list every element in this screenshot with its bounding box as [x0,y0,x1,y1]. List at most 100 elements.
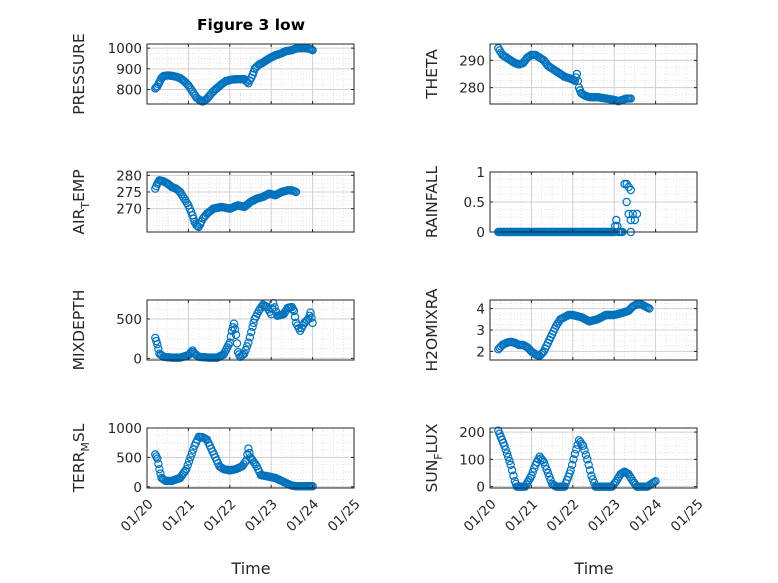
data-point [306,308,315,317]
data-point [240,458,250,467]
data-point [244,338,253,347]
y-tick-label: 280 [459,81,485,97]
data-point [291,187,301,197]
data-point [542,465,551,474]
data-point [189,89,199,98]
y-label-subscript: M [79,442,92,452]
y-tick-label: 0.5 [464,195,485,211]
x-tick-label: 01/23 [585,496,624,535]
subplot-pressure: 800 900 1000 PRESSURE [70,33,355,115]
data-point [528,467,537,477]
y-label-main: MIXDEPTH [70,290,88,371]
data-point [580,446,589,455]
data-point [183,461,192,470]
data-point [645,304,654,313]
data-point [290,312,300,322]
data-point [186,85,196,94]
data-point [201,95,210,104]
y-label-suffix: LUX [423,423,441,453]
x-tick-label: 01/22 [544,496,583,535]
data-point [573,440,582,450]
y-axis-label: SUNFLUX [423,423,445,492]
y-axis-label: MIXDEPTH [70,290,88,371]
data-point [502,449,512,458]
subplot-mixdepth: 0 500 MIXDEPTH [70,290,355,371]
x-tick-label: 01/24 [283,496,322,535]
data-point [181,78,190,87]
data-point [153,340,162,349]
data-point [189,445,198,454]
x-tick-label: 01/23 [242,496,281,535]
data-point [536,350,546,359]
y-axis-label: AIRTEMP [70,169,92,234]
y-label-main: TERR [70,451,88,493]
x-axis-label-right: Time [573,559,613,578]
y-tick-label: 0 [476,225,485,241]
data-point [173,185,182,194]
data-point [626,185,635,195]
data-point [244,444,253,453]
y-tick-label: 900 [116,62,142,78]
y-label-main: THETA [423,49,441,100]
y-tick-label: 100 [459,452,485,468]
y-axis-label: THETA [423,49,441,100]
subplot-terr_msl: 01/20 01/21 01/22 01/23 01/24 01/25 0 500 1000 TE… [70,421,364,535]
data-point [242,342,252,351]
data-point [245,448,254,458]
data-point [545,472,554,481]
y-tick-label: 0 [476,480,485,496]
y-tick-label: 500 [116,312,142,328]
data-point [177,190,186,199]
data-point [238,350,248,359]
x-tick-label: 01/21 [502,496,541,535]
data-point [245,333,255,342]
y-axis-label: H2OMIXRA [423,288,441,371]
data-point [570,449,580,459]
figure-title: Figure 3 low [197,16,305,34]
y-tick-label: 290 [459,53,485,69]
data-point [153,454,162,463]
data-point [185,83,194,92]
data-point [504,452,513,462]
x-tick-label: 01/25 [325,496,364,535]
data-point [231,330,241,339]
x-tick-label: 01/25 [668,496,707,535]
data-point [308,482,317,491]
data-point [625,472,635,481]
y-tick-label: 270 [116,202,142,218]
data-point [178,192,188,201]
data-point [543,468,553,478]
data-point [228,323,238,332]
data-point [626,215,635,225]
y-tick-label: 200 [459,425,485,441]
data-point [501,445,510,454]
subplot-sun_flux: 01/20 01/21 01/22 01/23 01/24 01/25 0 100 200 SUN… [423,423,707,535]
y-tick-label: 3 [476,323,485,339]
y-label-main: H2OMIXRA [423,288,441,371]
data-point [546,476,555,485]
y-label-main: AIR [70,208,88,234]
subplot-h2omixra: 2 3 4 H2OMIXRA [423,288,698,372]
x-axis-label-left: Time [230,559,270,578]
data-point [184,81,193,90]
data-point [613,474,622,484]
y-label-suffix: EMP [70,169,88,202]
data-point [307,313,316,322]
data-point [541,461,550,470]
y-tick-label: 500 [116,450,142,466]
axes-box [146,43,355,105]
y-tick-label: 800 [116,83,142,99]
y-tick-label: 1000 [108,421,142,437]
axes-box [146,171,355,233]
data-point [251,460,260,469]
data-point [180,194,189,203]
data-point [175,187,185,197]
x-tick-label: 01/20 [461,496,500,535]
axes-box [489,43,698,105]
data-point [539,457,549,467]
data-point [500,441,509,450]
y-label-main: SUN [423,460,441,493]
